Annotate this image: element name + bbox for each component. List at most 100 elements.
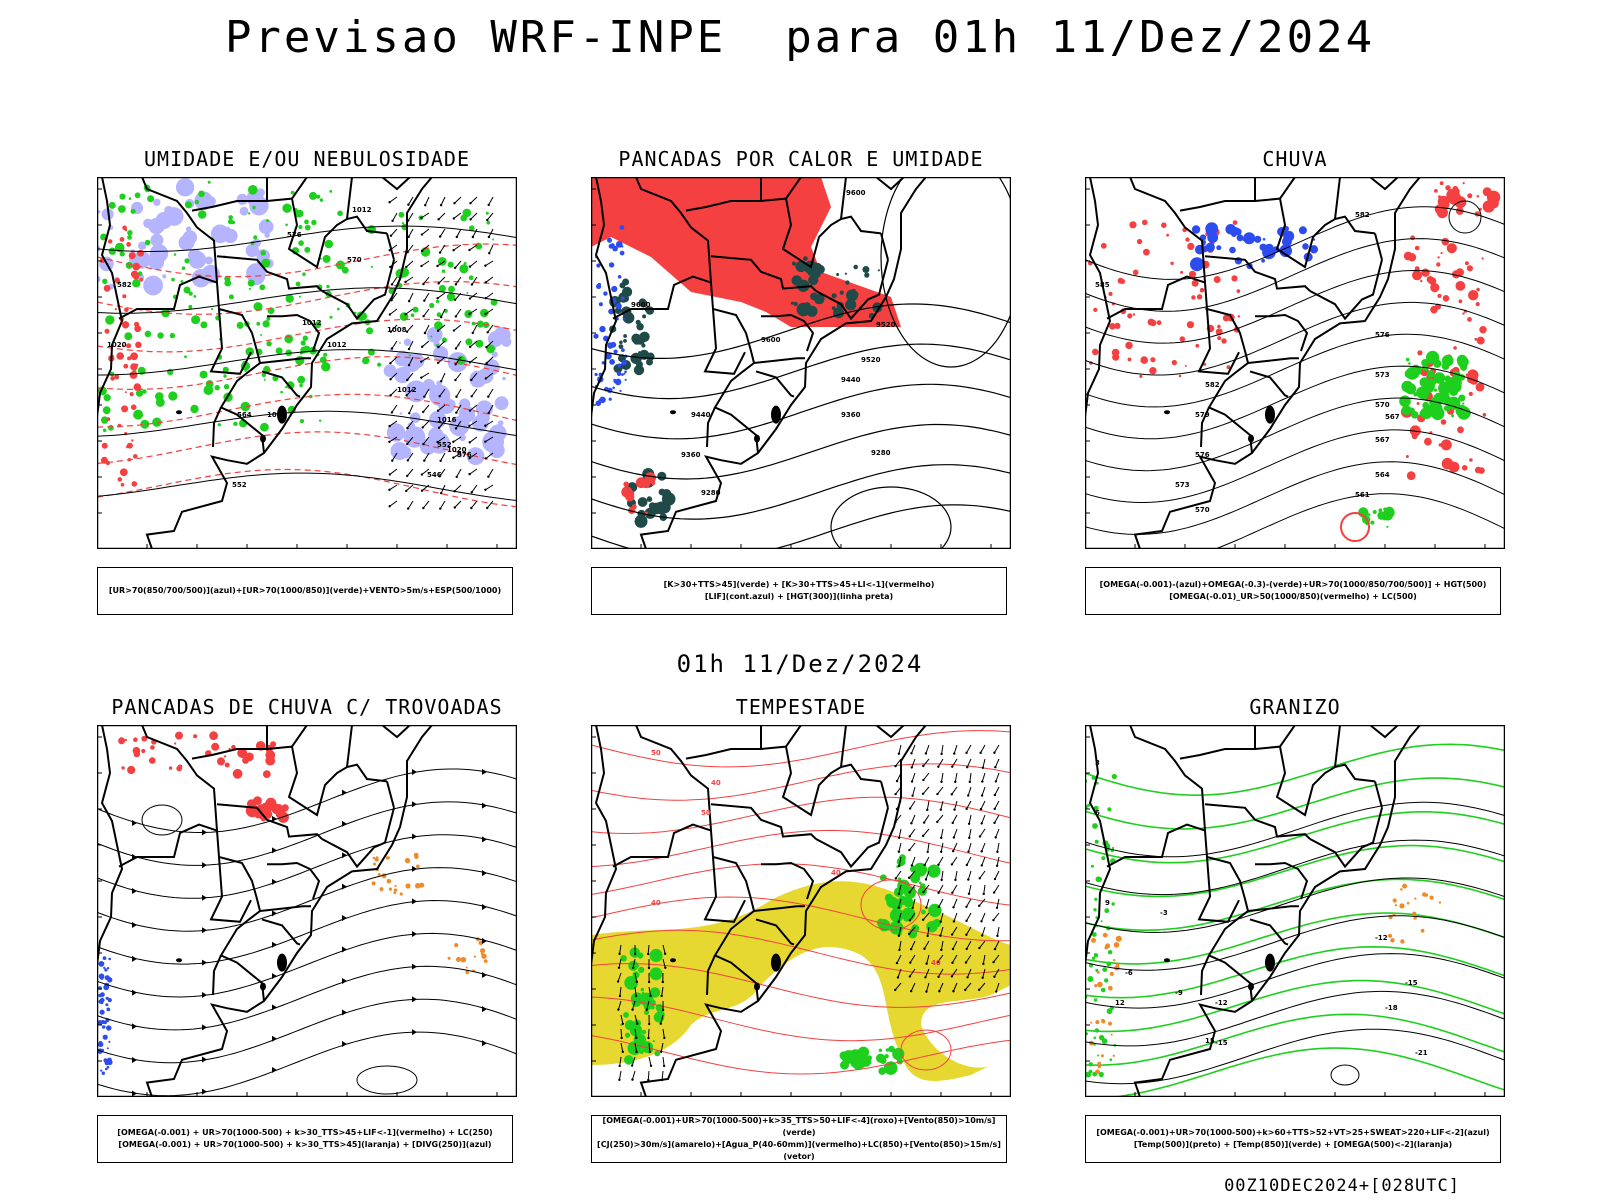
rain-blue-area <box>1298 226 1307 235</box>
wind-vector <box>470 196 478 204</box>
wind-vector <box>439 228 446 237</box>
country-border <box>1106 823 1206 868</box>
wind-vector-head <box>968 836 971 840</box>
wind-vector-head <box>994 780 998 783</box>
wind-vector <box>620 1014 624 1024</box>
convection-red-area <box>625 492 635 502</box>
wind-vector-head <box>964 961 968 964</box>
country-border <box>591 725 618 966</box>
rain-green-area <box>1441 362 1450 370</box>
legend-box: [OMEGA(-0.001) + UR>70(1000-500) + k>30_… <box>97 1115 513 1163</box>
temp850-contour <box>1085 1013 1505 1067</box>
humidity-blue-area <box>162 274 167 279</box>
thickness-red-marks <box>129 392 134 397</box>
divergence-blue-area <box>104 975 110 981</box>
wind-vector-head <box>391 459 394 462</box>
rain-red-area <box>1178 374 1182 378</box>
rain-green-area <box>1442 381 1451 390</box>
storm-orange-area <box>416 864 420 869</box>
wind-vector <box>968 814 972 824</box>
wind-vector-head <box>407 203 410 206</box>
convection-teal-area <box>791 261 797 266</box>
hgt500-low <box>1448 200 1482 234</box>
wind-vector <box>390 356 398 364</box>
wind-vector <box>925 982 930 992</box>
temp850-contour-detail <box>1090 864 1094 868</box>
country-border <box>346 725 353 768</box>
wind-vector <box>969 772 972 782</box>
wind-vector-head <box>487 203 490 207</box>
wind-vector-head <box>390 411 394 414</box>
wind-vector <box>471 484 478 493</box>
storm-red-area <box>231 744 236 750</box>
wind-vector-head <box>405 489 408 493</box>
thickness-red-marks <box>130 270 139 278</box>
wind-vector <box>925 968 930 978</box>
convection-teal-area <box>623 339 627 343</box>
wind-vector <box>996 842 1000 852</box>
wind-vector <box>469 260 478 268</box>
hgt300-contour <box>591 383 1011 440</box>
storm-red-area <box>237 748 248 758</box>
contour-label: -18 <box>1385 1004 1398 1012</box>
wind-vector <box>485 292 494 299</box>
humidity-green-area <box>398 211 405 218</box>
lif-blue-contour <box>601 361 605 365</box>
wind-vector-head <box>910 766 913 769</box>
lif-blue-contour <box>624 378 627 381</box>
country-border <box>755 918 795 946</box>
thickness-red-marks <box>126 445 129 449</box>
run-info-label: 00Z10DEC2024+[028UTC] <box>1224 1176 1460 1196</box>
country-border <box>1204 255 1311 292</box>
lagoon <box>1248 434 1254 443</box>
storm-orange-area <box>481 953 487 959</box>
wind-vector <box>406 436 414 445</box>
rain-green-area <box>1431 405 1440 414</box>
wind-vector <box>486 212 494 221</box>
wind-vector-head <box>631 966 635 970</box>
omega-orange-area <box>1100 1054 1104 1058</box>
map-umidade: 1012101210121016102010081012101610205765… <box>97 177 517 549</box>
wind-vector <box>924 856 930 866</box>
humidity-blue-area <box>390 442 409 460</box>
wind-vector-head <box>486 331 489 334</box>
rain-red-area <box>1188 270 1197 278</box>
stream-arrow <box>412 963 417 970</box>
lif-blue-contour <box>616 371 622 376</box>
wind-vector-head <box>439 315 443 319</box>
humidity-green-area <box>259 284 266 291</box>
wind-vector-head <box>937 863 940 866</box>
wind-vector <box>423 292 430 301</box>
humidity-green-area <box>228 294 234 300</box>
humidity-green-area <box>223 384 230 390</box>
map-background <box>1085 725 1505 1097</box>
rain-red-area <box>1489 198 1499 209</box>
wind-vector <box>455 404 462 413</box>
omega-orange-area <box>1097 1061 1101 1066</box>
wind-vector-head <box>965 947 968 951</box>
country-border <box>706 406 716 448</box>
wind-vector-head <box>469 202 472 205</box>
wind-vector-head <box>659 1050 663 1054</box>
thickness-red-marks <box>106 417 111 421</box>
contour-label: 40 <box>711 779 721 787</box>
omega-orange-area <box>1095 1020 1100 1025</box>
wind-vector <box>389 436 398 443</box>
temp850-contour-detail <box>1100 987 1106 993</box>
storm-red-area <box>242 756 246 760</box>
streamline <box>97 1031 517 1097</box>
country-border <box>1279 725 1296 748</box>
stream-arrow <box>132 819 137 826</box>
thickness-red-marks <box>131 481 138 487</box>
wind-vector-head <box>940 836 943 840</box>
wind-vector-head <box>647 1036 650 1040</box>
wind-vector <box>909 828 916 837</box>
wind-vector <box>438 212 446 220</box>
rain-red-area <box>1417 350 1423 356</box>
wind-vector-head <box>898 948 901 952</box>
lif-blue-contour <box>615 241 623 248</box>
wind-vector-head <box>406 426 409 430</box>
humidity-blue-area <box>433 346 449 362</box>
humidity-blue-area <box>386 423 406 442</box>
omega-orange-area <box>1110 1033 1113 1036</box>
